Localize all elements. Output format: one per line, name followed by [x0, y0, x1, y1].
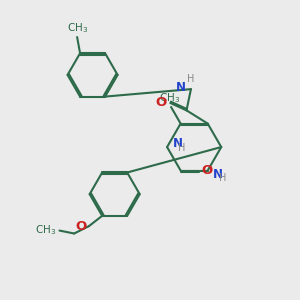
Text: H: H — [187, 74, 195, 84]
Text: H: H — [219, 173, 226, 183]
Text: CH$_3$: CH$_3$ — [159, 91, 180, 105]
Text: H: H — [178, 142, 186, 153]
Text: N: N — [172, 137, 182, 150]
Text: O: O — [202, 164, 213, 177]
Text: N: N — [213, 167, 223, 181]
Text: CH$_3$: CH$_3$ — [35, 224, 56, 238]
Text: CH$_3$: CH$_3$ — [67, 21, 88, 35]
Text: N: N — [176, 81, 186, 94]
Text: O: O — [155, 97, 167, 110]
Text: O: O — [75, 220, 86, 232]
